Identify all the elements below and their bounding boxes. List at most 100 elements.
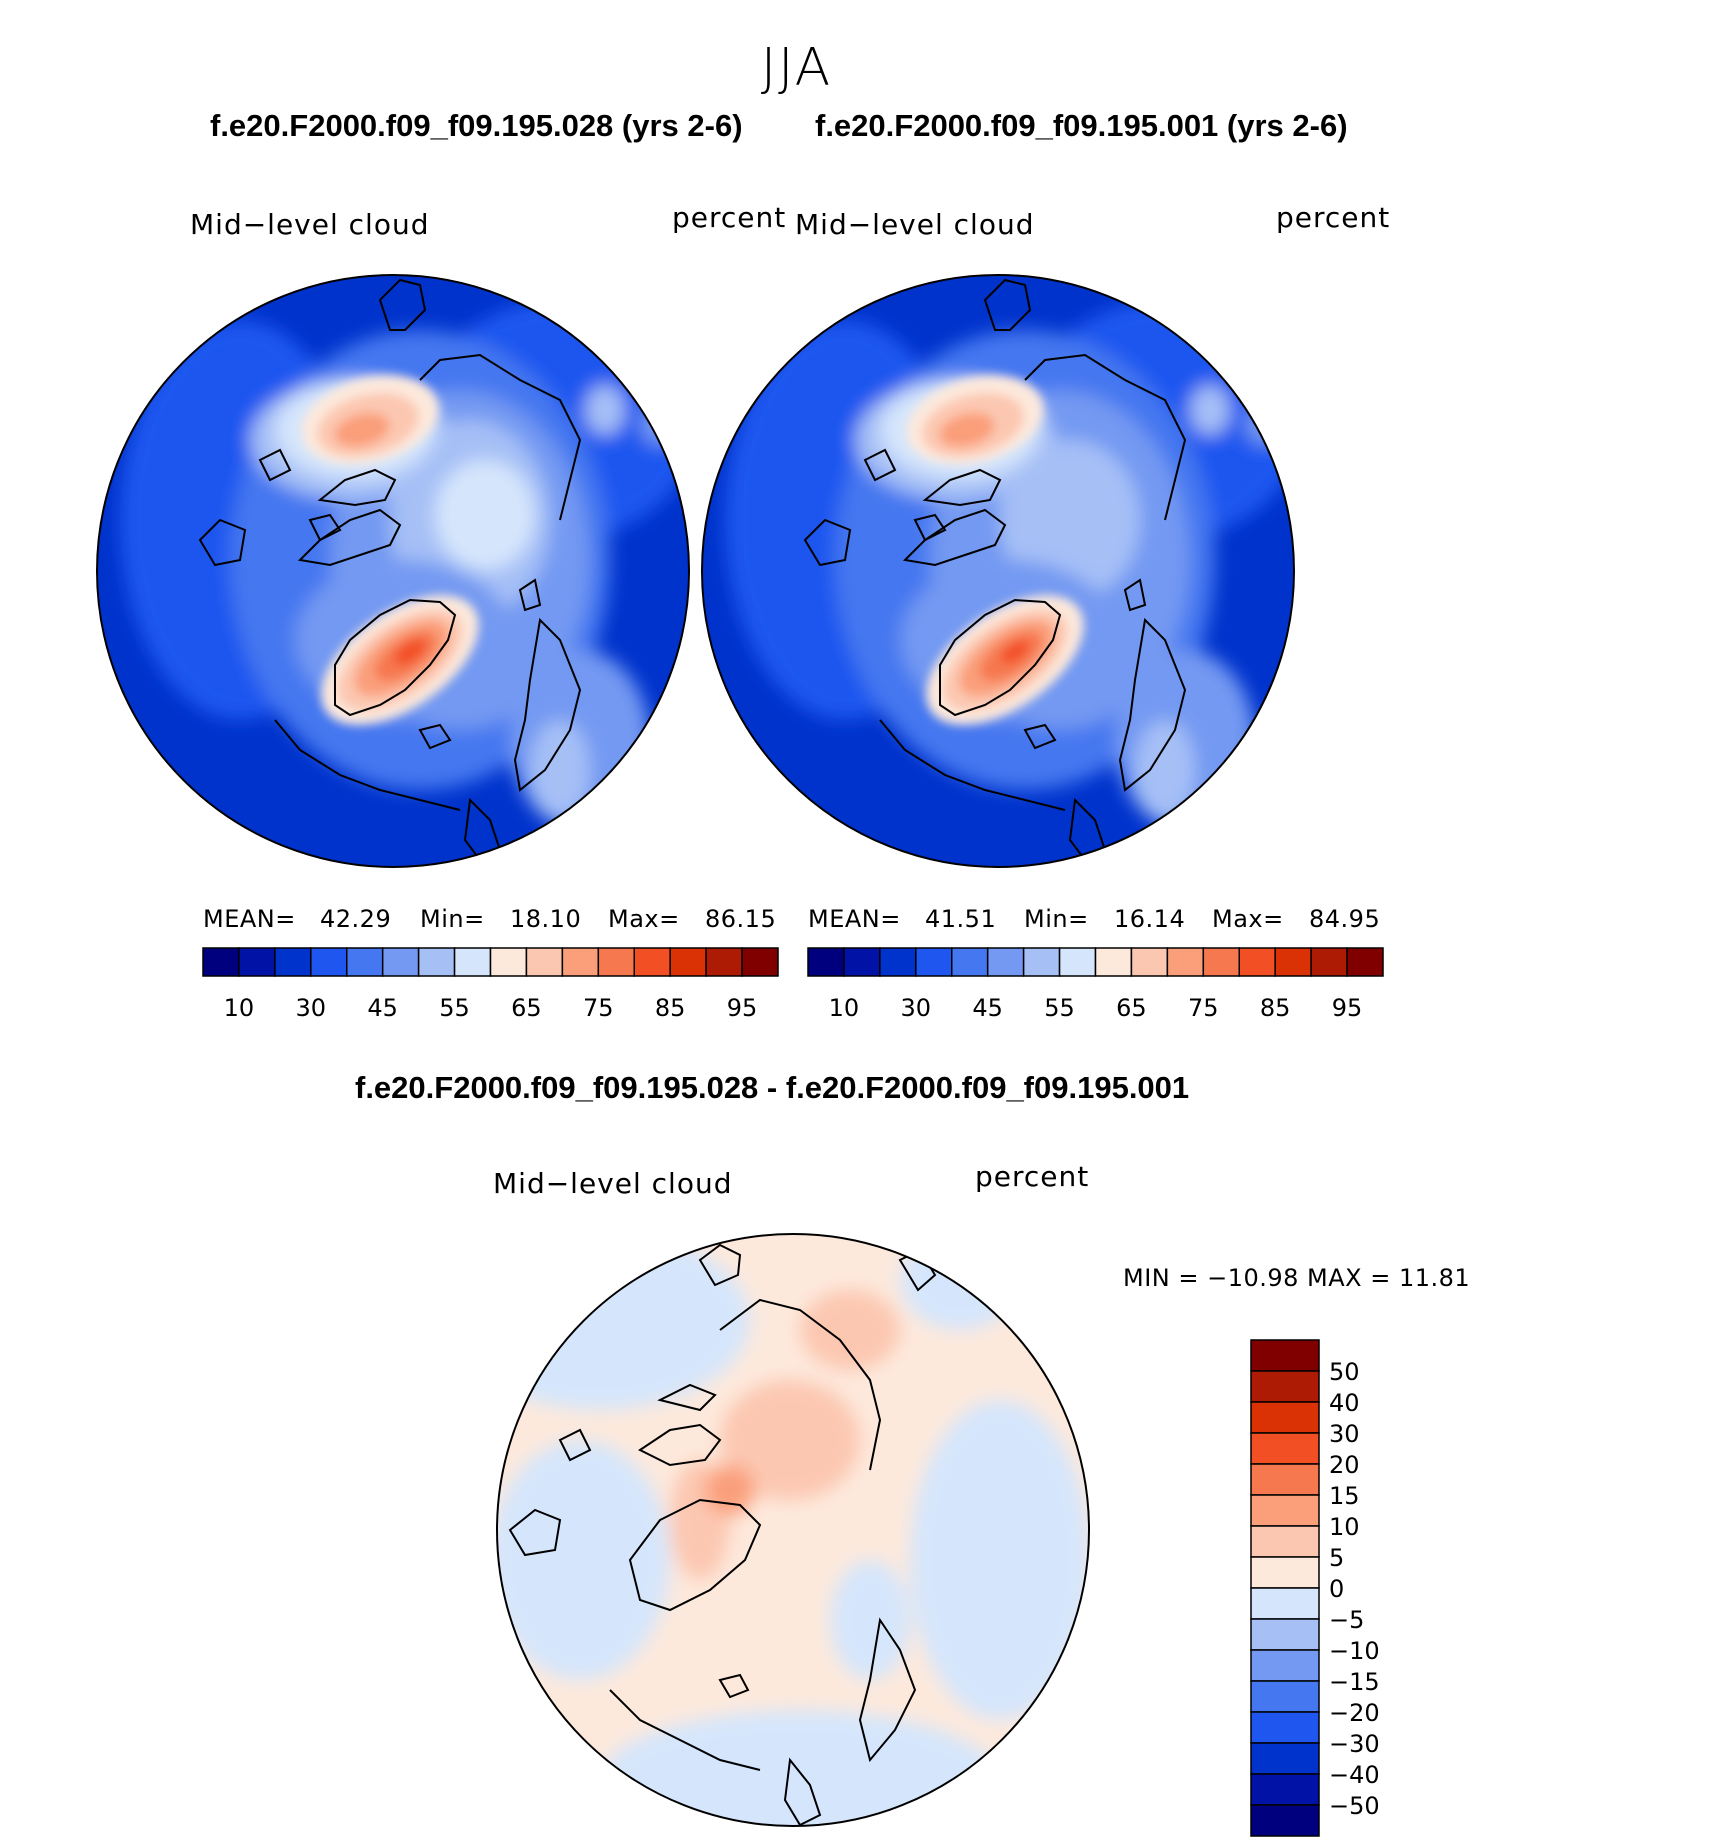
panel1-colorbar-tick-label: 75: [583, 994, 614, 1022]
diff-colorbar-cell: [1250, 1587, 1320, 1620]
panel2-units-label: percent: [1276, 201, 1391, 234]
panel2-colorbar-cell: [1130, 947, 1169, 977]
panel1-colorbar: 10 30 45 55 65 75 85 95: [202, 947, 779, 1022]
panel2-colorbar-tick-label: 55: [1044, 994, 1075, 1022]
diff-colorbar-cell: [1250, 1494, 1320, 1527]
diff-colorbar-tick-label: 40: [1329, 1389, 1360, 1417]
panel1-colorbar-cell: [346, 947, 384, 977]
panel1-colorbar-tick-label: 65: [511, 994, 542, 1022]
panel2-colorbar-cell: [879, 947, 917, 977]
diff-polar-map: [497, 1234, 1089, 1826]
panel2-colorbar-tick-label: 65: [1116, 994, 1147, 1022]
panel2-colorbar-tick-label: 75: [1188, 994, 1219, 1022]
panel2-colorbar-tick-label: 85: [1260, 994, 1291, 1022]
diff-colorbar-tick-label: 20: [1329, 1451, 1360, 1479]
panel2-min-label: Min=: [1024, 905, 1089, 933]
diff-colorbar-tick-label: −40: [1329, 1761, 1380, 1789]
diff-colorbar-tick-label: 15: [1329, 1482, 1360, 1510]
panel1-colorbar-cell: [633, 947, 671, 977]
diff-colorbar-cell: [1250, 1773, 1320, 1806]
panel1-case-title: f.e20.F2000.f09_f09.195.028 (yrs 2-6): [210, 108, 743, 143]
panel2-colorbar-tick-label: 95: [1332, 994, 1363, 1022]
panel2-colorbar-cell: [1202, 947, 1240, 977]
panel2-colorbar-cell: [1022, 947, 1061, 977]
diff-colorbar-tick-label: −15: [1329, 1668, 1380, 1696]
panel1-colorbar-cell: [489, 947, 528, 977]
panel2-case-title: f.e20.F2000.f09_f09.195.001 (yrs 2-6): [815, 108, 1348, 143]
panel2-colorbar-cell: [807, 947, 845, 977]
panel1-colorbar-cell: [669, 947, 707, 977]
panel2-variable-label: Mid−level cloud: [795, 208, 1035, 241]
diff-colorbar-tick-label: −30: [1329, 1730, 1380, 1758]
panel1-colorbar-cell: [202, 947, 240, 977]
panel1-colorbar-cell: [741, 947, 779, 977]
diff-colorbar-cell: [1250, 1370, 1320, 1403]
diff-colorbar-cell: [1250, 1339, 1320, 1372]
diff-colorbar-tick-label: 50: [1329, 1358, 1360, 1386]
panel1-variable-label: Mid−level cloud: [190, 208, 430, 241]
panel1-colorbar-cell: [381, 947, 420, 977]
diff-colorbar-tick-label: 0: [1329, 1575, 1344, 1603]
panel2-min-value: 16.14: [1114, 905, 1186, 933]
diff-colorbar-cell: [1250, 1401, 1320, 1434]
diff-colorbar-cell: [1250, 1742, 1320, 1775]
diff-colorbar-cell: [1250, 1618, 1320, 1651]
panel1-colorbar-tick-label: 30: [296, 994, 327, 1022]
panel1-min-label: Min=: [420, 905, 485, 933]
panel1-max-label: Max=: [608, 905, 680, 933]
panel1-colorbar-cell: [310, 947, 348, 977]
diff-variable-label: Mid−level cloud: [493, 1167, 733, 1200]
panel1-colorbar-cell: [561, 947, 600, 977]
diff-colorbar-tick-label: 30: [1329, 1420, 1360, 1448]
panel1-colorbar-cell: [705, 947, 743, 977]
panel1-colorbar-tick-label: 45: [367, 994, 398, 1022]
panel2-colorbar: 10 30 45 55 65 75 85 95: [807, 947, 1384, 1022]
panel1-colorbar-cell: [238, 947, 276, 977]
diff-map-border: [496, 1233, 1090, 1827]
panel2-colorbar-cell: [1310, 947, 1348, 977]
panel2-colorbar-tick-label: 30: [901, 994, 932, 1022]
diff-colorbar-cell: [1250, 1711, 1320, 1744]
panel1-units-label: percent: [672, 201, 787, 234]
panel2-max-label: Max=: [1212, 905, 1284, 933]
panel2-colorbar-cell: [843, 947, 881, 977]
diff-colorbar-tick-label: −20: [1329, 1699, 1380, 1727]
panel2-colorbar-tick-label: 45: [972, 994, 1003, 1022]
panel1-max-value: 86.15: [705, 905, 777, 933]
panel1-colorbar-cell: [453, 947, 492, 977]
panel1-colorbar-tick-label: 95: [727, 994, 758, 1022]
diff-colorbar-cell: [1250, 1432, 1320, 1465]
panel1-mean-label: MEAN=: [203, 905, 296, 933]
panel1-polar-map: [97, 275, 689, 867]
panel2-colorbar-cell: [1166, 947, 1205, 977]
panel2-polar-map: [702, 275, 1294, 867]
panel1-colorbar-cell: [525, 947, 564, 977]
panel2-colorbar-cell: [951, 947, 989, 977]
diff-colorbar-cell: [1250, 1804, 1320, 1837]
diff-colorbar-tick-label: 10: [1329, 1513, 1360, 1541]
panel1-min-value: 18.10: [510, 905, 582, 933]
panel2-colorbar-cell: [915, 947, 953, 977]
panel2-colorbar-cell: [1238, 947, 1276, 977]
diff-colorbar-cell: [1250, 1463, 1320, 1496]
panel2-colorbar-cell: [986, 947, 1025, 977]
diff-colorbar-tick-label: −10: [1329, 1637, 1380, 1665]
panel2-colorbar-cell: [1058, 947, 1097, 977]
panel2-max-value: 84.95: [1309, 905, 1381, 933]
panel1-map-border: [96, 274, 690, 868]
diff-colorbar-tick-label: 5: [1329, 1544, 1344, 1572]
diff-units-label: percent: [975, 1160, 1090, 1193]
diff-colorbar-tick-label: −5: [1329, 1606, 1364, 1634]
panel1-colorbar-tick-label: 55: [439, 994, 470, 1022]
panel2-colorbar-cell: [1274, 947, 1312, 977]
diff-colorbar-cell: [1250, 1649, 1320, 1682]
diff-colorbar-cell: [1250, 1556, 1320, 1589]
panel2-colorbar-cell: [1094, 947, 1133, 977]
diff-colorbar-cell: [1250, 1680, 1320, 1713]
diff-colorbar-cell: [1250, 1525, 1320, 1558]
panel2-mean-label: MEAN=: [808, 905, 901, 933]
diff-minmax-label: MIN = −10.98 MAX = 11.81: [1123, 1264, 1471, 1292]
panel2-map-border: [701, 274, 1295, 868]
